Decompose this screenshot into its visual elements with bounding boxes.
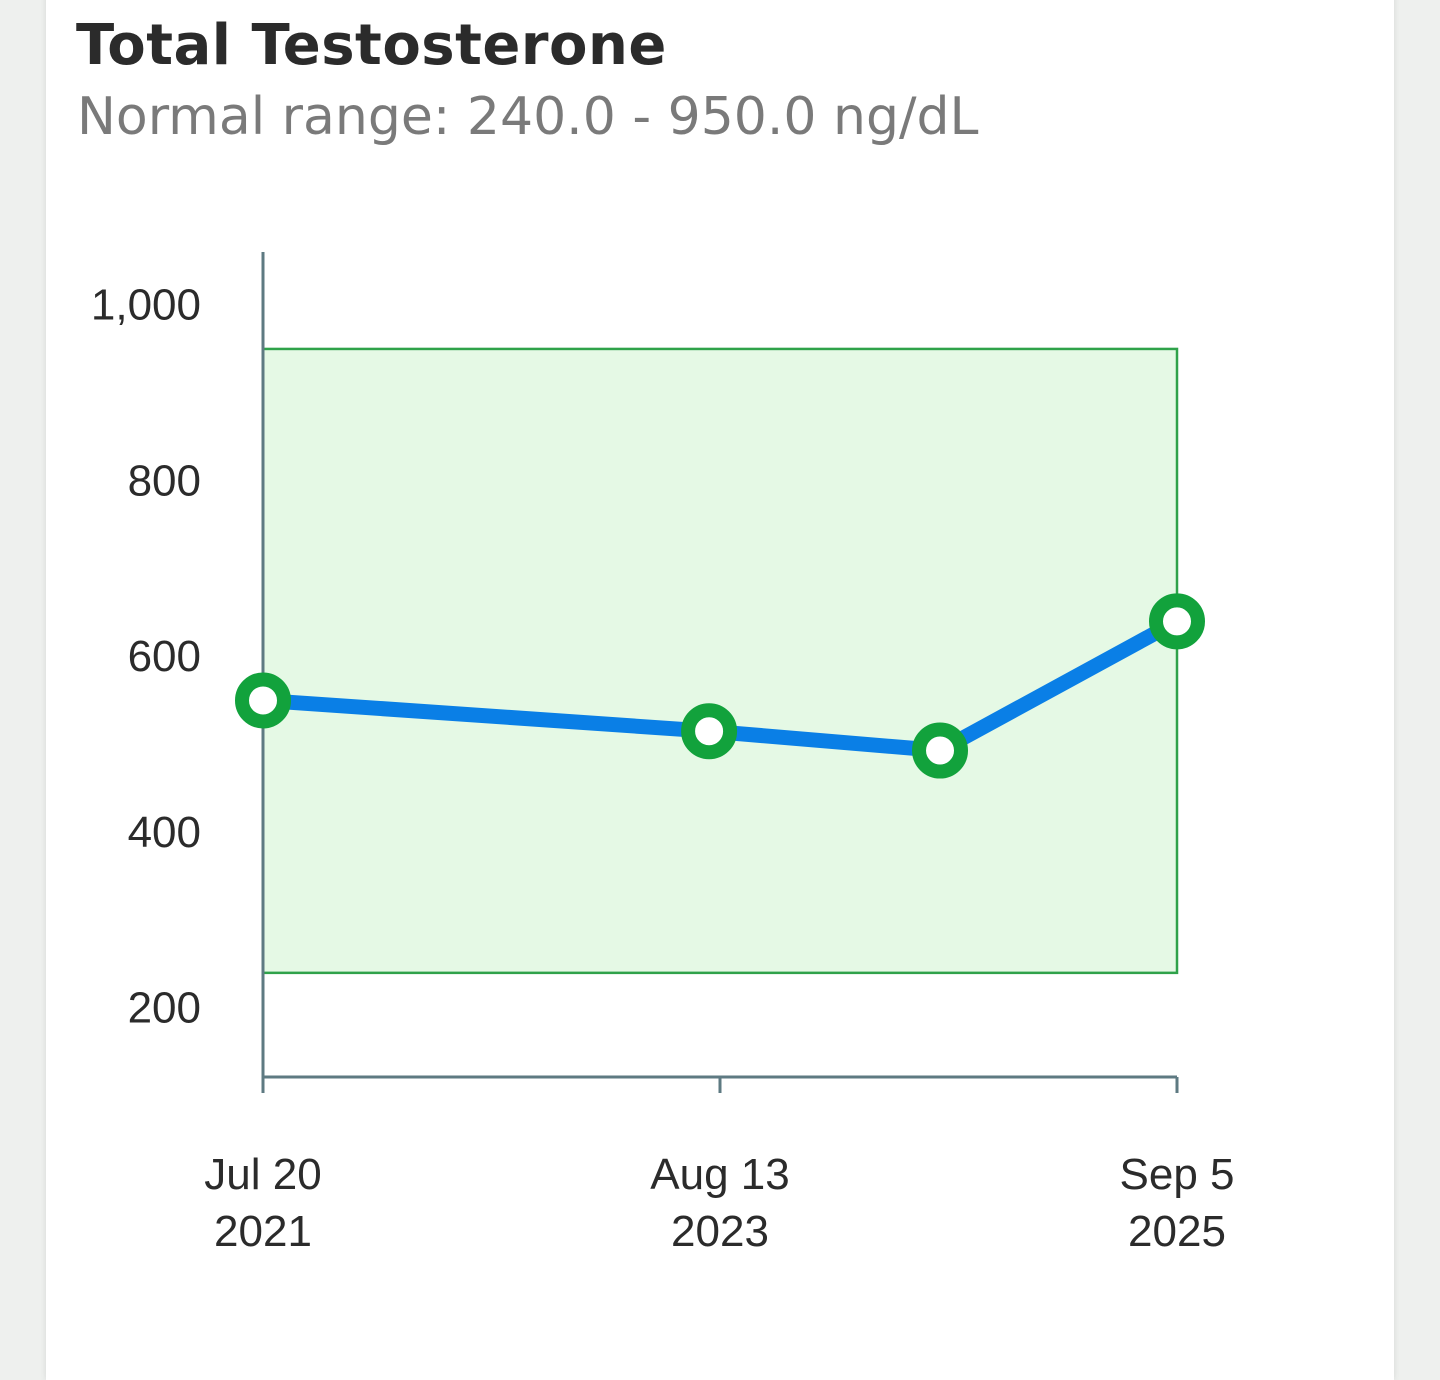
x-tick-label: Sep 5 xyxy=(1120,1150,1235,1199)
x-tick-label-year: 2021 xyxy=(214,1207,312,1256)
data-point xyxy=(681,703,738,760)
y-tick-label: 1,000 xyxy=(91,281,201,330)
y-tick-label: 200 xyxy=(128,984,201,1033)
x-tick-label: Aug 13 xyxy=(650,1150,789,1199)
x-tick-label-year: 2023 xyxy=(671,1207,769,1256)
normal-range-band xyxy=(261,347,1179,975)
x-tick-label-year: 2025 xyxy=(1128,1207,1226,1256)
y-tick-label: 600 xyxy=(128,632,201,681)
normal-range-subtitle: Normal range: 240.0 - 950.0 ng/dL xyxy=(77,87,979,147)
y-tick-label: 800 xyxy=(128,456,201,505)
data-point xyxy=(912,722,969,779)
y-tick-label: 400 xyxy=(128,808,201,857)
chart-title: Total Testosterone xyxy=(76,13,667,78)
data-point xyxy=(1149,593,1205,650)
series-line xyxy=(255,613,1185,759)
x-tick-label: Jul 20 xyxy=(204,1150,321,1199)
data-point xyxy=(235,672,291,729)
